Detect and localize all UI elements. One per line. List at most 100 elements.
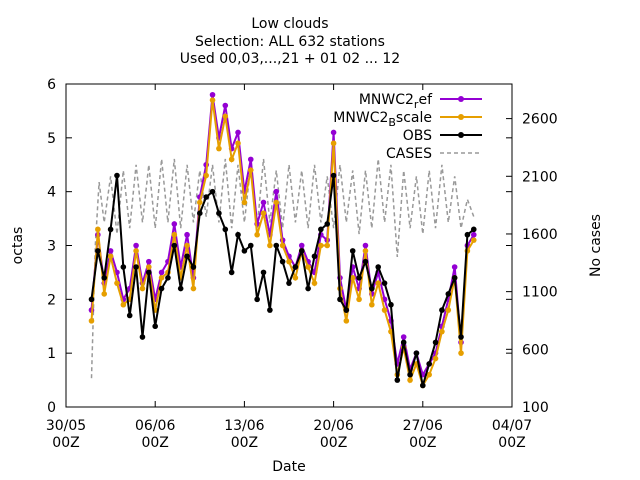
data-point-obs (369, 285, 375, 292)
data-point-mnwc2_ref (133, 242, 139, 249)
data-point-mnwc2_ref (209, 91, 216, 98)
data-point-mnwc2_bscale (254, 231, 260, 238)
data-point-obs (394, 377, 401, 383)
data-point-obs (381, 280, 388, 286)
x-tick-label: 20/06 (313, 418, 353, 434)
data-point-obs (222, 226, 229, 233)
data-point-mnwc2_bscale (88, 318, 95, 324)
data-point-obs (209, 188, 216, 195)
data-point-obs (190, 264, 197, 270)
data-point-mnwc2_bscale (184, 242, 190, 249)
data-point-mnwc2_ref (260, 199, 267, 206)
data-point-mnwc2_bscale (343, 318, 350, 324)
data-point-mnwc2_bscale (241, 199, 248, 206)
y-tick-label: 2 (47, 292, 56, 308)
data-point-obs (171, 242, 178, 249)
y-axis-label: octas (10, 227, 26, 265)
data-point-obs (273, 242, 280, 249)
x-tick-label: 30/05 (46, 418, 86, 434)
x-tick-label-hour: 00Z (409, 435, 436, 451)
data-point-obs (286, 280, 292, 286)
data-point-mnwc2_ref (184, 231, 190, 238)
data-point-obs (228, 269, 235, 276)
data-point-obs (241, 248, 248, 254)
data-point-obs (426, 361, 432, 367)
legend-marker-obs (458, 132, 464, 138)
y-tick-label: 6 (47, 77, 56, 93)
data-point-mnwc2_bscale (158, 275, 165, 281)
data-point-mnwc2_bscale (133, 248, 139, 254)
data-point-mnwc2_ref (222, 102, 229, 109)
x-tick-label-hour: 00Z (498, 435, 525, 451)
data-point-obs (120, 264, 127, 270)
data-point-obs (235, 231, 241, 238)
data-point-mnwc2_ref (298, 242, 305, 249)
data-point-obs (101, 275, 108, 281)
data-point-obs (451, 275, 458, 281)
data-point-obs (216, 210, 222, 216)
data-point-mnwc2_bscale (362, 248, 369, 254)
data-point-obs (95, 248, 101, 254)
legend-marker-mnwc2_bscale (458, 114, 464, 120)
series-line-cases (90, 158, 475, 379)
x-tick-label: 13/06 (224, 418, 264, 434)
data-point-mnwc2_bscale (209, 97, 216, 103)
data-point-mnwc2_bscale (197, 199, 203, 206)
data-point-mnwc2_bscale (216, 145, 222, 152)
data-point-mnwc2_ref (107, 248, 114, 254)
data-point-obs (432, 339, 439, 346)
data-point-obs (388, 301, 394, 308)
data-point-mnwc2_ref (451, 264, 458, 270)
data-point-mnwc2_bscale (375, 280, 382, 286)
data-point-mnwc2_bscale (407, 377, 413, 383)
data-point-mnwc2_ref (362, 242, 369, 249)
data-point-obs (184, 253, 190, 260)
data-point-mnwc2_ref (158, 269, 165, 276)
data-point-obs (165, 275, 171, 281)
data-point-obs (292, 264, 299, 270)
data-point-obs (133, 264, 139, 270)
data-point-mnwc2_bscale (311, 280, 318, 286)
data-point-mnwc2_bscale (439, 328, 445, 335)
chart-title-line-1: Low clouds (251, 16, 329, 32)
legend-label-mnwc2_bscale: MNWC2Bscale (333, 110, 432, 129)
data-point-mnwc2_bscale (292, 275, 299, 281)
data-point-mnwc2_bscale (114, 280, 120, 286)
data-point-obs (146, 269, 152, 276)
data-point-obs (158, 285, 165, 292)
data-point-mnwc2_bscale (273, 199, 280, 206)
legend-label-obs: OBS (403, 128, 432, 144)
x-axis-label: Date (272, 459, 305, 475)
data-point-mnwc2_bscale (267, 242, 273, 249)
data-point-mnwc2_bscale (286, 258, 292, 265)
data-point-mnwc2_bscale (318, 242, 324, 249)
data-point-obs (407, 371, 413, 378)
data-point-obs (267, 307, 273, 313)
data-point-obs (464, 231, 471, 238)
x-tick-label-hour: 00Z (231, 435, 258, 451)
data-point-mnwc2_bscale (120, 301, 127, 308)
y-tick-label: 1 (47, 346, 56, 362)
chart-title-line-3: Used 00,03,...,21 + 01 02 ... 12 (179, 51, 401, 67)
data-point-obs (114, 172, 120, 179)
data-point-mnwc2_bscale (470, 237, 477, 243)
data-point-mnwc2_bscale (139, 285, 146, 292)
data-point-obs (279, 258, 286, 265)
data-point-mnwc2_bscale (305, 264, 311, 270)
data-point-mnwc2_bscale (235, 140, 241, 147)
data-point-mnwc2_bscale (171, 231, 178, 238)
data-point-mnwc2_bscale (95, 226, 101, 233)
data-point-mnwc2_ref (330, 129, 337, 136)
data-point-obs (318, 226, 324, 233)
legend-label-mnwc2_ref: MNWC2ref (359, 92, 433, 111)
data-point-obs (126, 312, 133, 319)
data-point-mnwc2_ref (273, 188, 280, 195)
data-point-mnwc2_bscale (445, 307, 452, 313)
data-point-obs (247, 242, 254, 249)
chart-title-line-2: Selection: ALL 632 stations (195, 34, 385, 50)
data-point-mnwc2_ref (171, 221, 178, 227)
data-point-obs (260, 269, 267, 276)
data-point-obs (470, 226, 477, 233)
data-point-obs (152, 323, 158, 330)
data-point-mnwc2_bscale (203, 172, 209, 179)
